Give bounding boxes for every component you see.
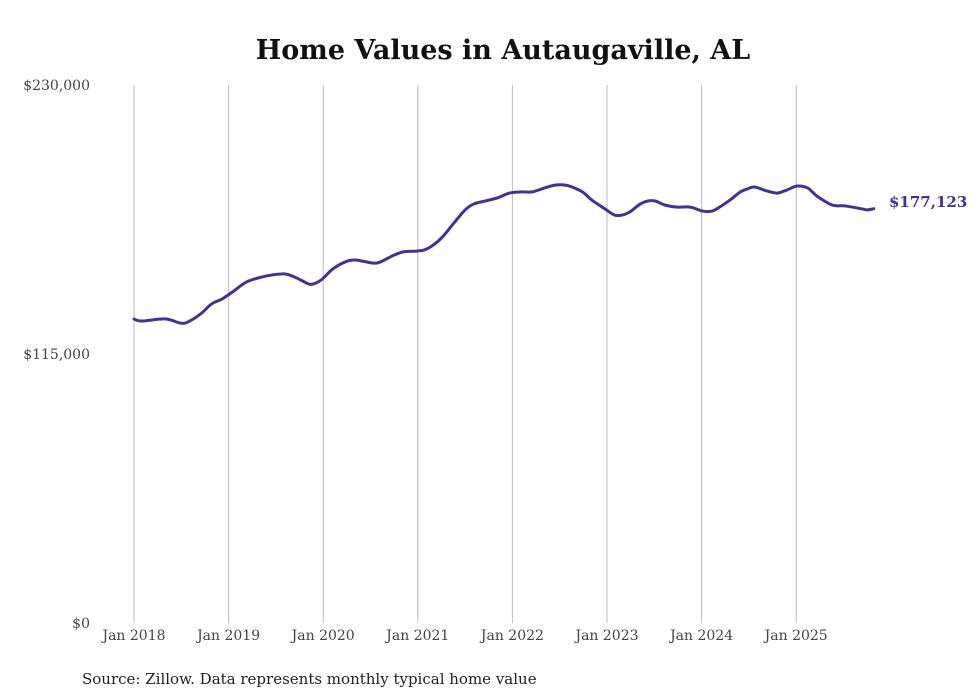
y-axis: $0 $115,000 $230,000 <box>23 78 90 632</box>
y-tick-label: $0 <box>72 616 90 632</box>
x-tick-label: Jan 2018 <box>100 628 165 644</box>
y-tick-label: $230,000 <box>23 78 90 94</box>
x-tick-label: Jan 2024 <box>668 628 733 644</box>
x-tick-label: Jan 2021 <box>384 628 449 644</box>
x-tick-label: Jan 2019 <box>195 628 260 644</box>
x-tick-label: Jan 2022 <box>479 628 544 644</box>
x-tick-label: Jan 2020 <box>290 628 355 644</box>
x-axis: Jan 2018 Jan 2019 Jan 2020 Jan 2021 Jan 2022… <box>100 628 827 644</box>
series-line-home-value <box>132 183 876 325</box>
gridlines <box>133 85 797 623</box>
x-tick-label: Jan 2025 <box>763 628 828 644</box>
chart-title: Home Values in Autaugaville, AL <box>256 35 751 66</box>
source-note: Source: Zillow. Data represents monthly … <box>82 670 537 688</box>
x-tick-label: Jan 2023 <box>573 628 638 644</box>
y-tick-label: $115,000 <box>23 347 90 363</box>
end-value-label: $177,123 <box>889 193 967 211</box>
